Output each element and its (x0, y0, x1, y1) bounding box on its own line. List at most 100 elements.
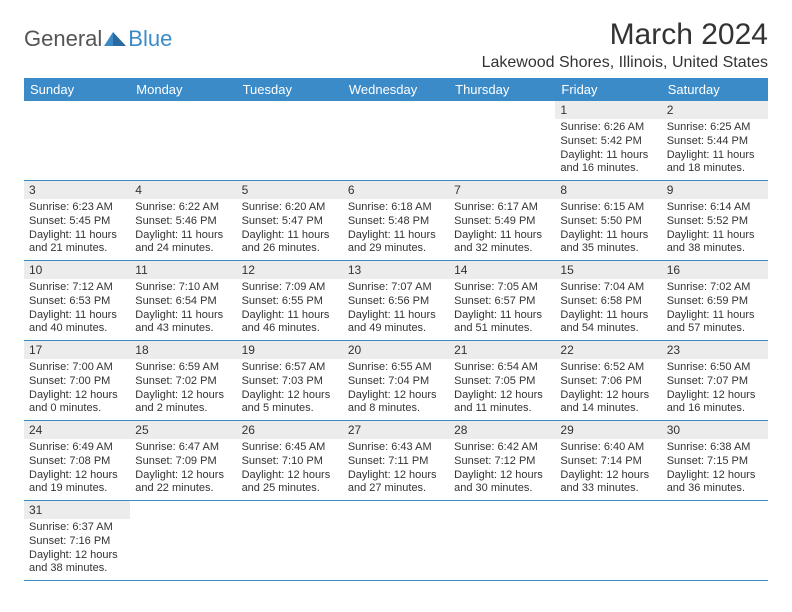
calendar-day-cell: 9Sunrise: 6:14 AMSunset: 5:52 PMDaylight… (662, 181, 768, 261)
weekday-header: Thursday (449, 78, 555, 101)
calendar-day-cell: 14Sunrise: 7:05 AMSunset: 6:57 PMDayligh… (449, 261, 555, 341)
location-text: Lakewood Shores, Illinois, United States (482, 54, 768, 72)
day-details: Sunrise: 7:04 AMSunset: 6:58 PMDaylight:… (555, 279, 661, 340)
calendar-day-cell: 24Sunrise: 6:49 AMSunset: 7:08 PMDayligh… (24, 421, 130, 501)
calendar-day-cell: 12Sunrise: 7:09 AMSunset: 6:55 PMDayligh… (237, 261, 343, 341)
day-details: Sunrise: 6:54 AMSunset: 7:05 PMDaylight:… (449, 359, 555, 420)
calendar-day-cell: 19Sunrise: 6:57 AMSunset: 7:03 PMDayligh… (237, 341, 343, 421)
day-details: Sunrise: 6:40 AMSunset: 7:14 PMDaylight:… (555, 439, 661, 500)
weekday-header: Friday (555, 78, 661, 101)
calendar-empty-cell (555, 501, 661, 581)
day-number: 8 (555, 181, 661, 199)
day-number: 14 (449, 261, 555, 279)
calendar-day-cell: 4Sunrise: 6:22 AMSunset: 5:46 PMDaylight… (130, 181, 236, 261)
calendar-day-cell: 10Sunrise: 7:12 AMSunset: 6:53 PMDayligh… (24, 261, 130, 341)
calendar-empty-cell (343, 101, 449, 181)
logo-text-1: General (24, 26, 102, 52)
day-number: 25 (130, 421, 236, 439)
calendar-empty-cell (237, 501, 343, 581)
calendar-day-cell: 1Sunrise: 6:26 AMSunset: 5:42 PMDaylight… (555, 101, 661, 181)
calendar-day-cell: 25Sunrise: 6:47 AMSunset: 7:09 PMDayligh… (130, 421, 236, 501)
day-details: Sunrise: 7:12 AMSunset: 6:53 PMDaylight:… (24, 279, 130, 340)
day-details: Sunrise: 6:23 AMSunset: 5:45 PMDaylight:… (24, 199, 130, 260)
calendar-body: 1Sunrise: 6:26 AMSunset: 5:42 PMDaylight… (24, 101, 768, 581)
calendar-day-cell: 7Sunrise: 6:17 AMSunset: 5:49 PMDaylight… (449, 181, 555, 261)
calendar-day-cell: 2Sunrise: 6:25 AMSunset: 5:44 PMDaylight… (662, 101, 768, 181)
day-number: 16 (662, 261, 768, 279)
day-details: Sunrise: 6:45 AMSunset: 7:10 PMDaylight:… (237, 439, 343, 500)
weekday-header: Monday (130, 78, 236, 101)
title-block: March 2024 Lakewood Shores, Illinois, Un… (482, 18, 768, 72)
day-details: Sunrise: 7:02 AMSunset: 6:59 PMDaylight:… (662, 279, 768, 340)
day-details: Sunrise: 6:20 AMSunset: 5:47 PMDaylight:… (237, 199, 343, 260)
day-details: Sunrise: 6:15 AMSunset: 5:50 PMDaylight:… (555, 199, 661, 260)
calendar-day-cell: 20Sunrise: 6:55 AMSunset: 7:04 PMDayligh… (343, 341, 449, 421)
calendar-day-cell: 18Sunrise: 6:59 AMSunset: 7:02 PMDayligh… (130, 341, 236, 421)
calendar-empty-cell (662, 501, 768, 581)
calendar-empty-cell (343, 501, 449, 581)
day-details: Sunrise: 7:10 AMSunset: 6:54 PMDaylight:… (130, 279, 236, 340)
day-number: 21 (449, 341, 555, 359)
calendar-day-cell: 3Sunrise: 6:23 AMSunset: 5:45 PMDaylight… (24, 181, 130, 261)
calendar-day-cell: 17Sunrise: 7:00 AMSunset: 7:00 PMDayligh… (24, 341, 130, 421)
calendar-empty-cell (449, 101, 555, 181)
calendar-day-cell: 5Sunrise: 6:20 AMSunset: 5:47 PMDaylight… (237, 181, 343, 261)
day-details: Sunrise: 6:17 AMSunset: 5:49 PMDaylight:… (449, 199, 555, 260)
day-number: 24 (24, 421, 130, 439)
day-number: 29 (555, 421, 661, 439)
logo: General Blue (24, 26, 172, 52)
calendar-empty-cell (130, 101, 236, 181)
day-details: Sunrise: 6:50 AMSunset: 7:07 PMDaylight:… (662, 359, 768, 420)
calendar-day-cell: 22Sunrise: 6:52 AMSunset: 7:06 PMDayligh… (555, 341, 661, 421)
calendar-day-cell: 11Sunrise: 7:10 AMSunset: 6:54 PMDayligh… (130, 261, 236, 341)
calendar-day-cell: 15Sunrise: 7:04 AMSunset: 6:58 PMDayligh… (555, 261, 661, 341)
calendar-day-cell: 16Sunrise: 7:02 AMSunset: 6:59 PMDayligh… (662, 261, 768, 341)
day-number: 6 (343, 181, 449, 199)
calendar-week-row: 3Sunrise: 6:23 AMSunset: 5:45 PMDaylight… (24, 181, 768, 261)
day-number: 7 (449, 181, 555, 199)
day-number: 23 (662, 341, 768, 359)
calendar-day-cell: 27Sunrise: 6:43 AMSunset: 7:11 PMDayligh… (343, 421, 449, 501)
weekday-header: Sunday (24, 78, 130, 101)
day-number: 1 (555, 101, 661, 119)
calendar-day-cell: 28Sunrise: 6:42 AMSunset: 7:12 PMDayligh… (449, 421, 555, 501)
calendar-week-row: 24Sunrise: 6:49 AMSunset: 7:08 PMDayligh… (24, 421, 768, 501)
day-number: 30 (662, 421, 768, 439)
day-number: 3 (24, 181, 130, 199)
calendar-day-cell: 31Sunrise: 6:37 AMSunset: 7:16 PMDayligh… (24, 501, 130, 581)
day-details: Sunrise: 7:00 AMSunset: 7:00 PMDaylight:… (24, 359, 130, 420)
day-details: Sunrise: 6:43 AMSunset: 7:11 PMDaylight:… (343, 439, 449, 500)
day-number: 18 (130, 341, 236, 359)
calendar-day-cell: 13Sunrise: 7:07 AMSunset: 6:56 PMDayligh… (343, 261, 449, 341)
calendar-week-row: 10Sunrise: 7:12 AMSunset: 6:53 PMDayligh… (24, 261, 768, 341)
weekday-header: Tuesday (237, 78, 343, 101)
day-details: Sunrise: 6:52 AMSunset: 7:06 PMDaylight:… (555, 359, 661, 420)
day-number: 19 (237, 341, 343, 359)
calendar-day-cell: 29Sunrise: 6:40 AMSunset: 7:14 PMDayligh… (555, 421, 661, 501)
calendar-empty-cell (237, 101, 343, 181)
header: General Blue March 2024 Lakewood Shores,… (24, 18, 768, 72)
day-number: 31 (24, 501, 130, 519)
calendar-week-row: 31Sunrise: 6:37 AMSunset: 7:16 PMDayligh… (24, 501, 768, 581)
day-details: Sunrise: 7:05 AMSunset: 6:57 PMDaylight:… (449, 279, 555, 340)
day-details: Sunrise: 7:07 AMSunset: 6:56 PMDaylight:… (343, 279, 449, 340)
day-number: 12 (237, 261, 343, 279)
day-details: Sunrise: 6:18 AMSunset: 5:48 PMDaylight:… (343, 199, 449, 260)
day-details: Sunrise: 6:42 AMSunset: 7:12 PMDaylight:… (449, 439, 555, 500)
day-number: 13 (343, 261, 449, 279)
day-number: 17 (24, 341, 130, 359)
day-number: 9 (662, 181, 768, 199)
weekday-header-row: SundayMondayTuesdayWednesdayThursdayFrid… (24, 78, 768, 101)
calendar-day-cell: 6Sunrise: 6:18 AMSunset: 5:48 PMDaylight… (343, 181, 449, 261)
calendar-empty-cell (130, 501, 236, 581)
calendar-empty-cell (449, 501, 555, 581)
day-details: Sunrise: 6:14 AMSunset: 5:52 PMDaylight:… (662, 199, 768, 260)
calendar-table: SundayMondayTuesdayWednesdayThursdayFrid… (24, 78, 768, 581)
day-details: Sunrise: 6:47 AMSunset: 7:09 PMDaylight:… (130, 439, 236, 500)
calendar-day-cell: 26Sunrise: 6:45 AMSunset: 7:10 PMDayligh… (237, 421, 343, 501)
day-details: Sunrise: 6:22 AMSunset: 5:46 PMDaylight:… (130, 199, 236, 260)
day-details: Sunrise: 6:55 AMSunset: 7:04 PMDaylight:… (343, 359, 449, 420)
day-details: Sunrise: 6:49 AMSunset: 7:08 PMDaylight:… (24, 439, 130, 500)
day-number: 22 (555, 341, 661, 359)
weekday-header: Wednesday (343, 78, 449, 101)
